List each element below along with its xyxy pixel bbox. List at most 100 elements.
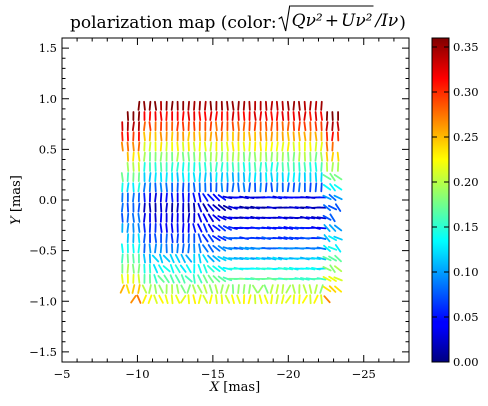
polarization-vector [141, 294, 147, 304]
polarization-vector [259, 182, 262, 193]
polarization-vector [187, 243, 191, 254]
polarization-vector [121, 253, 124, 264]
polarization-vector [314, 111, 318, 121]
polarization-vector [209, 121, 213, 132]
polarization-vector [303, 161, 307, 172]
polarization-vector [320, 141, 323, 152]
polarization-vector [270, 172, 274, 183]
colorbar-tick-label: 0.15 [453, 220, 479, 234]
polarization-vector [180, 253, 186, 264]
polarization-vector [275, 284, 279, 294]
polarization-vector [159, 243, 163, 254]
polarization-vector [231, 141, 235, 152]
y-axis: 1.5 1.0 0.5 0.0 −0.5 −1.0 −1.5 [29, 37, 409, 363]
polarization-vector [137, 182, 141, 193]
polarization-vector [162, 265, 171, 273]
polarization-vector [322, 214, 332, 221]
polarization-vector [209, 111, 213, 121]
polarization-vector [143, 212, 146, 223]
polarization-vector [198, 172, 202, 183]
polarization-vector [270, 294, 274, 305]
polarization-vector [143, 100, 146, 111]
polarization-vector [308, 284, 313, 294]
polarization-vector [331, 121, 334, 132]
title-term-u: Uν² [341, 11, 373, 31]
polarization-vector [192, 294, 197, 305]
polarization-vector [320, 100, 323, 111]
polarization-vector [204, 172, 207, 183]
polarization-vector [159, 182, 163, 193]
polarization-vector [222, 215, 233, 220]
polarization-vector [225, 284, 230, 294]
polarization-vector [174, 254, 181, 264]
polarization-vector [208, 294, 213, 305]
polarization-vector [137, 141, 141, 152]
polarization-vector [275, 141, 279, 152]
y-axis-label: Y [mas] [9, 175, 24, 225]
polarization-vector [137, 212, 141, 223]
polarization-vector [334, 203, 342, 212]
polarization-vector [207, 274, 215, 284]
polarization-vector [126, 141, 130, 152]
polarization-vector [137, 263, 141, 274]
polarization-vector [292, 100, 296, 111]
polarization-vector [220, 284, 224, 294]
polarization-vector [198, 141, 201, 152]
polarization-vector [275, 111, 279, 121]
polarization-vector [148, 284, 152, 294]
polarization-vector [176, 233, 179, 244]
polarization-vector [202, 264, 208, 274]
polarization-vector [212, 255, 221, 262]
polarization-vector [297, 111, 301, 121]
polarization-vector [248, 151, 251, 162]
polarization-vector [212, 265, 221, 273]
polarization-vector [333, 276, 343, 282]
polarization-vector [314, 161, 318, 172]
polarization-vector [222, 204, 232, 211]
polarization-vector [214, 111, 218, 121]
y-tick-label: −1.5 [29, 345, 57, 359]
polarization-vector [311, 226, 321, 230]
polarization-vector [159, 161, 163, 172]
polarization-vector [336, 121, 340, 132]
polarization-vector [286, 100, 290, 111]
polarization-vector [207, 223, 214, 233]
title-suffix: ) [399, 13, 406, 33]
polarization-vector [248, 172, 251, 183]
polarization-vector [292, 182, 296, 193]
polarization-vector [323, 204, 332, 212]
polarization-vector [263, 284, 269, 294]
polarization-vector [186, 284, 191, 294]
polarization-vector [255, 236, 266, 240]
polarization-vector [222, 246, 233, 251]
polarization-vector [153, 284, 158, 294]
polarization-vector [322, 275, 332, 282]
polarization-vector [212, 275, 221, 283]
polarization-vector [220, 151, 224, 162]
polarization-vector [327, 245, 338, 251]
polarization-vector [137, 100, 141, 111]
polarization-vector [192, 172, 196, 182]
polarization-vector [202, 213, 209, 223]
polarization-vector [158, 284, 164, 294]
polarization-vector [220, 172, 224, 183]
polarization-vector [132, 263, 135, 274]
polarization-vector [231, 182, 235, 193]
polarization-vector [209, 131, 213, 142]
polarization-vector [143, 253, 146, 264]
title-plus: + [325, 11, 339, 31]
polarization-vector [207, 244, 214, 253]
polarization-vector [180, 274, 186, 284]
polarization-vector [264, 121, 268, 132]
polarization-vector [141, 284, 148, 294]
polarization-vector [270, 121, 274, 132]
polarization-vector [242, 141, 246, 152]
polarization-vector [217, 275, 227, 283]
polarization-vector [331, 131, 334, 142]
polarization-vector [305, 267, 316, 271]
colorbar-tick-label: 0.20 [453, 175, 479, 189]
polarization-vector [202, 203, 209, 213]
polarization-vector [270, 100, 274, 111]
polarization-vector [270, 151, 273, 162]
polarization-vector [182, 161, 185, 172]
